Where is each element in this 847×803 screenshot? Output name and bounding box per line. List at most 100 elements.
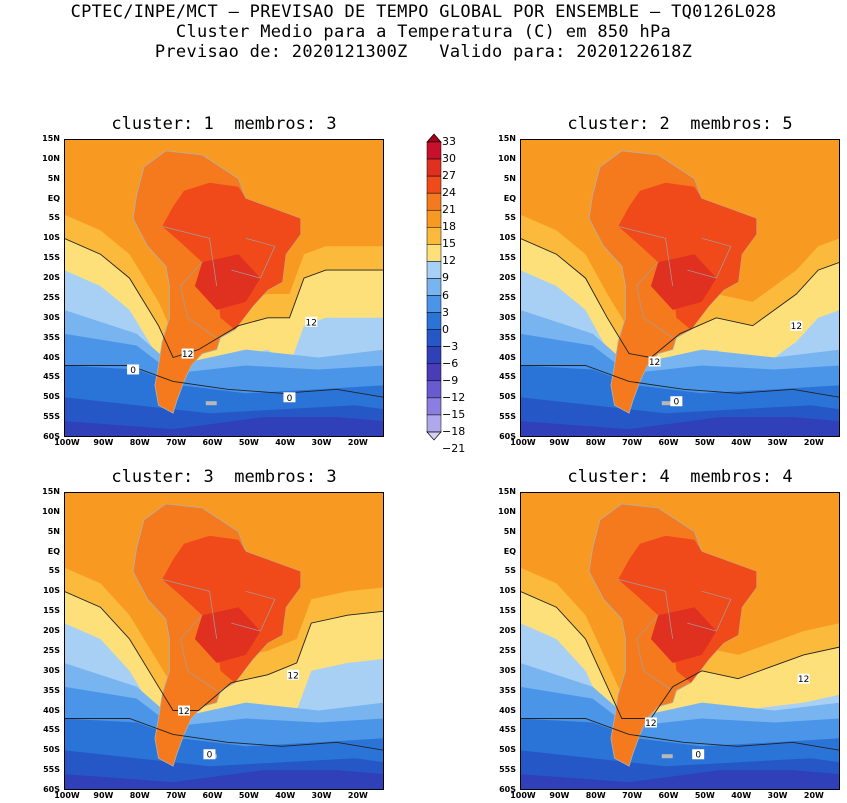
longitude-label: 70W bbox=[166, 791, 187, 800]
colorbar-segment bbox=[426, 209, 442, 228]
state-border bbox=[687, 237, 732, 279]
latitude-label: 10N bbox=[498, 153, 516, 163]
map-panel-3: 12 12 0 bbox=[64, 492, 384, 790]
colorbar-label: 27 bbox=[442, 169, 456, 183]
latitude-label: 55S bbox=[499, 765, 516, 775]
colorbar-segment bbox=[426, 380, 442, 399]
latitude-label: 45S bbox=[43, 372, 60, 382]
latitude-label: 55S bbox=[43, 412, 60, 422]
longitude-label: 40W bbox=[731, 438, 752, 447]
latitude-label: 20S bbox=[43, 273, 60, 283]
panel-title-1: cluster: 1 membros: 3 bbox=[111, 114, 337, 134]
latitude-label: 50S bbox=[43, 392, 60, 402]
country-border bbox=[618, 579, 674, 640]
country-border bbox=[636, 614, 673, 691]
contour-label-bg bbox=[305, 316, 318, 327]
colorbar-segment bbox=[426, 158, 442, 177]
latitude-label: 20S bbox=[43, 626, 60, 636]
temperature-field-m9 bbox=[520, 417, 840, 437]
contour-0 bbox=[520, 718, 840, 751]
contour-label: 12 bbox=[306, 318, 317, 328]
contour-label-bg bbox=[203, 749, 216, 760]
colorbar-label: 9 bbox=[442, 271, 449, 285]
contour-0 bbox=[64, 718, 384, 751]
longitude-label: 60W bbox=[658, 791, 679, 800]
latitude-label: 5S bbox=[504, 213, 516, 223]
hot-core-area bbox=[194, 254, 261, 310]
longitude-label: 50W bbox=[694, 791, 715, 800]
latitude-label: 40S bbox=[43, 705, 60, 715]
colorbar-label: 33 bbox=[442, 135, 456, 148]
longitude-label: 80W bbox=[129, 438, 150, 447]
falkland-islands bbox=[205, 401, 217, 406]
latitude-label: 10S bbox=[499, 233, 516, 243]
contour-label: 12 bbox=[182, 350, 193, 360]
title-line-1: CPTEC/INPE/MCT – PREVISAO DE TEMPO GLOBA… bbox=[70, 2, 777, 22]
longitude-label: 90W bbox=[93, 438, 114, 447]
latitude-label: 15N bbox=[498, 134, 516, 143]
country-border bbox=[636, 261, 673, 338]
colorbar-segment bbox=[426, 141, 442, 160]
contour-label-bg bbox=[127, 364, 140, 375]
contour-0 bbox=[520, 365, 840, 398]
state-border bbox=[231, 237, 276, 279]
temperature-field-m9 bbox=[64, 770, 384, 790]
latitude-label: 45S bbox=[499, 725, 516, 735]
longitude-label: 80W bbox=[585, 438, 606, 447]
colorbar-segment bbox=[426, 312, 442, 330]
colorbar-label: 12 bbox=[442, 254, 456, 268]
colorbar-segment bbox=[426, 329, 442, 347]
colorbar-segment bbox=[426, 414, 442, 433]
colorbar-label: −21 bbox=[442, 442, 466, 456]
contour-label: 0 bbox=[673, 398, 679, 408]
hot-core-area bbox=[650, 607, 717, 663]
colorbar-label: −9 bbox=[442, 373, 459, 387]
latitude-label: 50S bbox=[43, 745, 60, 755]
colorbar-segment bbox=[426, 278, 442, 296]
colorbar-label: 30 bbox=[442, 152, 456, 166]
latitude-label: 30S bbox=[499, 312, 516, 322]
colorbar-label: 3 bbox=[442, 305, 449, 319]
latitude-label: 10N bbox=[42, 506, 60, 516]
hot-core-area bbox=[650, 254, 717, 310]
contour-label-bg bbox=[797, 673, 810, 684]
latitude-label: 45S bbox=[499, 372, 516, 382]
map-frame bbox=[520, 139, 840, 437]
colorbar-label: 21 bbox=[442, 203, 456, 217]
latitude-label: 60S bbox=[499, 785, 516, 794]
falkland-islands bbox=[661, 754, 673, 759]
latitude-label: 15N bbox=[498, 487, 516, 496]
longitude-label: 20W bbox=[803, 791, 824, 800]
longitude-label: 30W bbox=[311, 791, 332, 800]
state-border bbox=[687, 590, 732, 632]
contour-label: 12 bbox=[791, 322, 802, 332]
latitude-label: 5N bbox=[47, 173, 60, 183]
latitude-label: 15S bbox=[43, 606, 60, 616]
latitude-label: 20S bbox=[499, 273, 516, 283]
colorbar-segment bbox=[426, 261, 442, 279]
colorbar-label: 6 bbox=[442, 288, 449, 302]
longitude-label: 20W bbox=[803, 438, 824, 447]
colorbar-segment bbox=[426, 244, 442, 262]
latitude-label: 10S bbox=[43, 586, 60, 596]
contour-label-bg bbox=[178, 705, 190, 716]
latitude-label: 35S bbox=[43, 332, 60, 342]
latitude-label: 25S bbox=[43, 292, 60, 302]
longitude-label: 20W bbox=[347, 438, 368, 447]
latitude-label: 30S bbox=[499, 665, 516, 675]
longitude-label: 100W bbox=[54, 438, 80, 447]
latitude-label: 5N bbox=[47, 526, 60, 536]
colorbar-label: 18 bbox=[442, 220, 456, 234]
falkland-islands bbox=[661, 401, 673, 406]
longitude-label: 80W bbox=[129, 791, 150, 800]
colorbar-label: 0 bbox=[442, 322, 449, 336]
latitude-label: 45S bbox=[43, 725, 60, 735]
contour-label: 12 bbox=[287, 671, 298, 681]
map-panel-2: 12 12 0 bbox=[520, 139, 840, 437]
contour-label: 0 bbox=[287, 394, 293, 404]
colorbar bbox=[426, 133, 442, 441]
latitude-label: 40S bbox=[499, 352, 516, 362]
latitude-label: 25S bbox=[499, 645, 516, 655]
colorbar-segment bbox=[426, 363, 442, 382]
latitude-label: 35S bbox=[499, 685, 516, 695]
